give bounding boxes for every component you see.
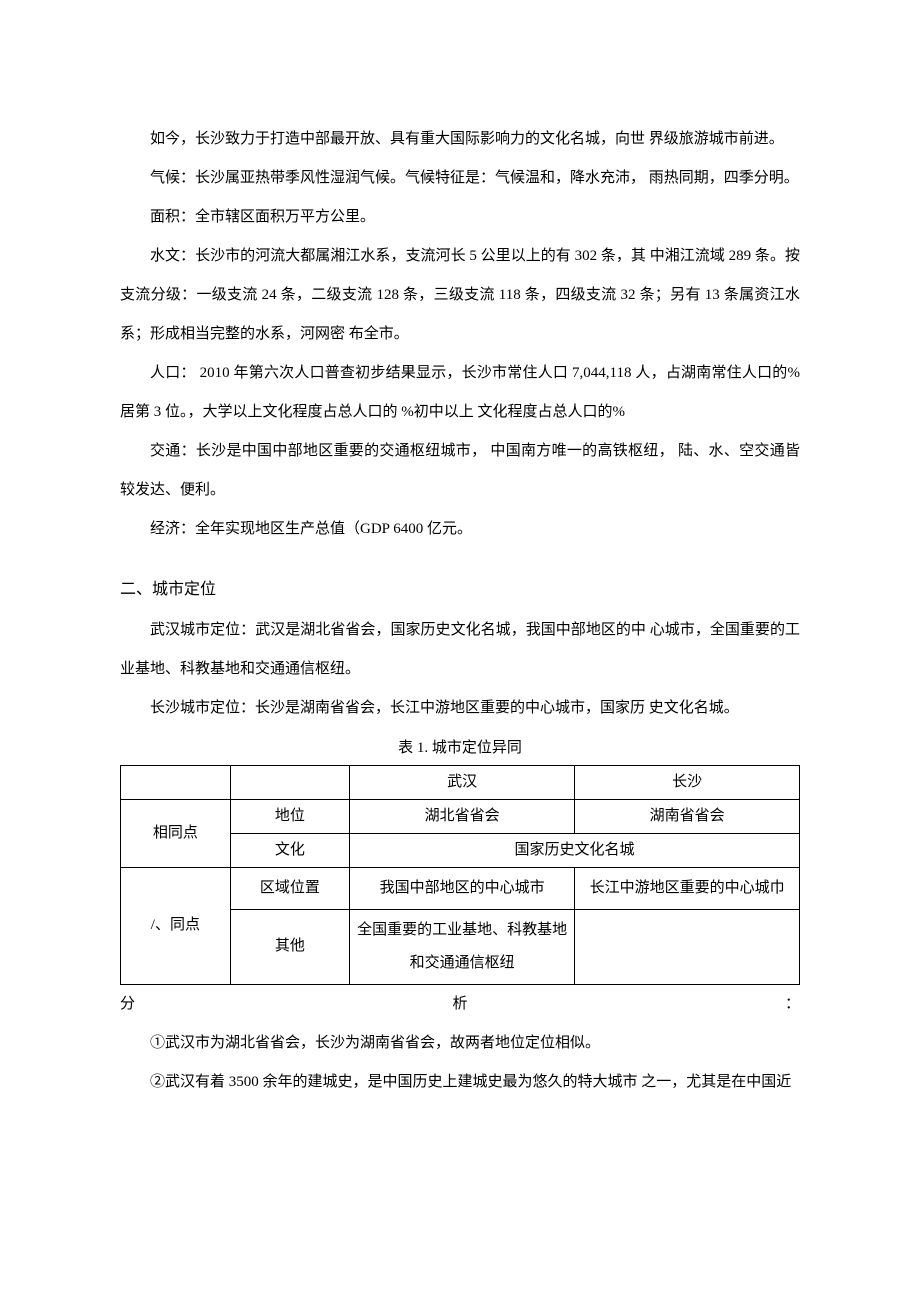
paragraph: 武汉城市定位：武汉是湖北省省会，国家历史文化名城，我国中部地区的中 心城市，全国… — [120, 611, 800, 689]
table-cell: 我国中部地区的中心城市 — [349, 867, 574, 909]
table-cell: 长沙 — [575, 765, 800, 799]
analysis-char: 分 — [120, 985, 135, 1024]
table-cell: 湖南省省会 — [575, 799, 800, 833]
table-cell: 相同点 — [121, 799, 231, 867]
table-cell — [121, 765, 231, 799]
paragraph: 面积：全市辖区面积万平方公里。 — [120, 198, 800, 237]
table-cell: 地位 — [230, 799, 349, 833]
paragraph: 水文：长沙市的河流大都属湘江水系，支流河长 5 公里以上的有 302 条，其 中… — [120, 237, 800, 354]
table-cell: /、同点 — [121, 867, 231, 984]
paragraph: ②武汉有着 3500 余年的建城史，是中国历史上建城史最为悠久的特大城市 之一，… — [120, 1063, 800, 1102]
table-cell — [575, 909, 800, 984]
paragraph: 交通：长沙是中国中部地区重要的交通枢纽城市， 中国南方唯一的高铁枢纽， 陆、水、… — [120, 432, 800, 510]
table-cell: 全国重要的工业基地、科教基地和交通通信枢纽 — [349, 909, 574, 984]
paragraph: ①武汉市为湖北省省会，长沙为湖南省省会，故两者地位定位相似。 — [120, 1024, 800, 1063]
table-cell: 国家历史文化名城 — [349, 833, 799, 867]
paragraph: 气候：长沙属亚热带季风性湿润气候。气候特征是：气候温和，降水充沛， 雨热同期，四… — [120, 159, 800, 198]
table-cell: 文化 — [230, 833, 349, 867]
paragraph: 经济：全年实现地区生产总值（GDP 6400 亿元。 — [120, 510, 800, 549]
analysis-line: 分 析 ： — [120, 985, 800, 1024]
table-caption: 表 1. 城市定位异同 — [120, 732, 800, 765]
table-cell: 区域位置 — [230, 867, 349, 909]
table-row: 武汉 长沙 — [121, 765, 800, 799]
table-row: 相同点 地位 湖北省省会 湖南省省会 — [121, 799, 800, 833]
paragraph: 人口： 2010 年第六次人口普查初步结果显示，长沙市常住人口 7,044,11… — [120, 354, 800, 432]
analysis-char: 析 — [452, 985, 467, 1024]
table-cell: 长江中游地区重要的中心城巾 — [575, 867, 800, 909]
table-cell: 其他 — [230, 909, 349, 984]
section-heading: 二、城市定位 — [120, 569, 800, 611]
document-page: 如今，长沙致力于打造中部最开放、具有重大国际影响力的文化名城，向世 界级旅游城市… — [0, 0, 920, 1303]
comparison-table: 武汉 长沙 相同点 地位 湖北省省会 湖南省省会 文化 国家历史文化名城 /、同… — [120, 765, 800, 985]
table-cell — [230, 765, 349, 799]
table-cell: 武汉 — [349, 765, 574, 799]
paragraph: 长沙城市定位：长沙是湖南省省会，长江中游地区重要的中心城市，国家历 史文化名城。 — [120, 689, 800, 728]
analysis-char: ： — [785, 985, 800, 1024]
paragraph: 如今，长沙致力于打造中部最开放、具有重大国际影响力的文化名城，向世 界级旅游城市… — [120, 120, 800, 159]
table-cell: 湖北省省会 — [349, 799, 574, 833]
table-row: /、同点 区域位置 我国中部地区的中心城市 长江中游地区重要的中心城巾 — [121, 867, 800, 909]
